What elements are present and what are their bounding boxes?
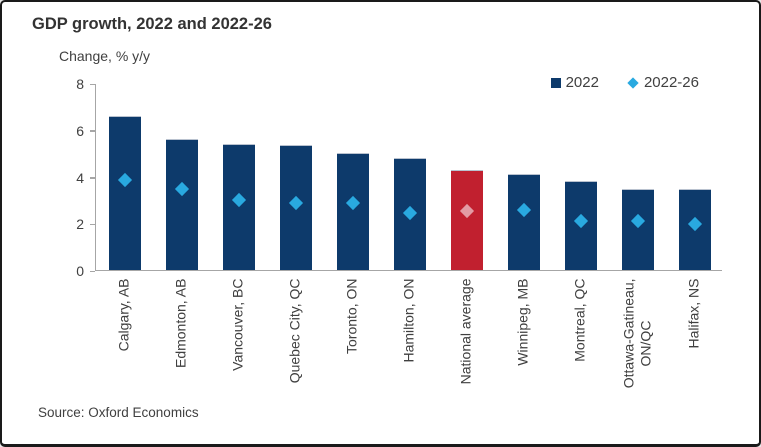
x-axis-label: Ottawa-Gatineau, ON/QC <box>619 278 653 388</box>
y-tick-label: 6 <box>76 122 84 139</box>
y-tick-label: 2 <box>76 216 84 233</box>
x-axis-label: Quebec City, QC <box>286 278 302 383</box>
x-axis-label: Calgary, AB <box>115 278 131 351</box>
bar <box>336 153 369 270</box>
plot-area <box>95 84 722 271</box>
x-axis-label: Winnipeg, MB <box>514 278 530 366</box>
legend-item-2022: 2022 <box>550 74 599 91</box>
y-tick-mark <box>90 83 95 85</box>
legend-label-2022-26: 2022-26 <box>643 74 699 91</box>
x-axis-label: National average <box>457 278 473 384</box>
bar <box>621 189 654 270</box>
bar <box>222 143 255 270</box>
y-axis-unit-label: Change, % y/y <box>59 48 151 64</box>
x-axis-label: Toronto, ON <box>343 278 359 354</box>
chart-title: GDP growth, 2022 and 2022-26 <box>32 15 272 33</box>
bar <box>507 174 540 270</box>
legend-label-2022: 2022 <box>565 74 599 91</box>
legend: 2022 2022-26 <box>550 74 699 91</box>
x-axis-label: Halifax, NS <box>685 278 701 349</box>
y-tick-mark <box>90 270 95 272</box>
y-tick-label: 4 <box>76 169 84 186</box>
y-tick-label: 0 <box>76 263 84 279</box>
legend-item-2022-26: 2022-26 <box>627 74 699 91</box>
y-tick-mark <box>90 130 95 132</box>
x-axis-label: Montreal, QC <box>571 278 587 362</box>
bar-swatch-icon <box>550 77 561 88</box>
y-tick-mark <box>90 223 95 226</box>
x-axis-label: Edmonton, AB <box>172 278 188 368</box>
bar <box>450 169 483 270</box>
x-axis-label: Vancouver, BC <box>229 278 245 371</box>
y-tick-mark <box>90 177 95 179</box>
y-tick-label: 8 <box>76 76 84 92</box>
bar <box>108 115 141 270</box>
x-axis-label: Hamilton, ON <box>400 278 416 363</box>
source-note: Source: Oxford Economics <box>38 405 199 420</box>
bar <box>165 139 198 270</box>
